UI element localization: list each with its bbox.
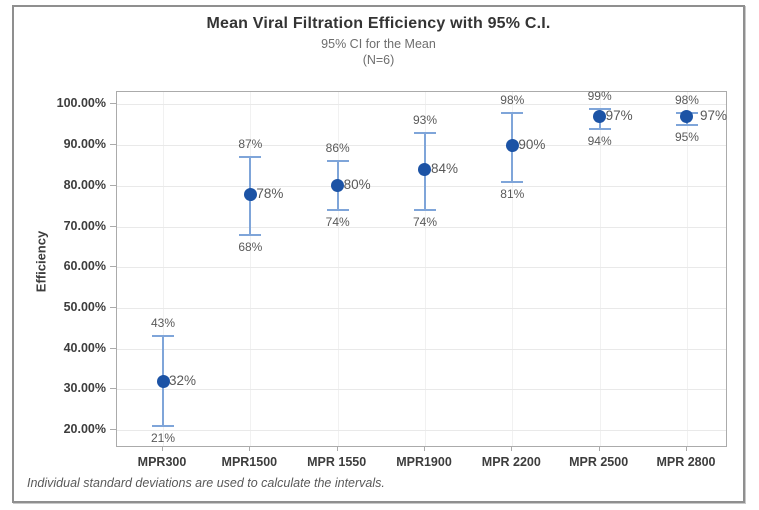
vertical-gridline xyxy=(599,92,601,446)
ci-cap-top xyxy=(326,160,349,163)
ci-low-label: 21% xyxy=(150,430,176,445)
x-tick-mark xyxy=(685,446,687,451)
ci-cap-top xyxy=(501,111,524,114)
horizontal-gridline xyxy=(117,185,726,187)
x-axis-category-label: MPR 1550 xyxy=(307,455,367,469)
y-tick-label: 80.00% xyxy=(63,177,106,192)
x-tick-mark xyxy=(336,446,338,451)
ci-high-label: 93% xyxy=(412,112,437,127)
y-tick-mark xyxy=(110,429,116,430)
ci-cap-bottom xyxy=(501,180,524,183)
mean-value-label: 32% xyxy=(169,372,197,388)
mean-point xyxy=(418,163,432,177)
horizontal-gridline xyxy=(117,348,726,350)
x-tick-mark xyxy=(423,446,425,451)
y-tick-mark xyxy=(110,144,116,146)
ci-cap-bottom xyxy=(152,424,174,427)
horizontal-gridline xyxy=(117,226,726,228)
vertical-gridline xyxy=(512,92,514,446)
chart-title: Mean Viral Filtration Efficiency with 95… xyxy=(206,15,551,32)
ci-high-label: 98% xyxy=(500,92,525,107)
mean-value-label: 97% xyxy=(605,108,633,124)
footnote: Individual standard deviations are used … xyxy=(27,476,385,490)
ci-low-label: 95% xyxy=(674,129,699,144)
ci-cap-bottom xyxy=(413,209,436,212)
y-tick-mark xyxy=(110,388,116,390)
plot-area: 43% 21% 32% 87% 68% 78% 86% 74% 80% 93% 74% 84% 98% 8… xyxy=(116,88,727,447)
mean-value-label: 84% xyxy=(430,161,459,177)
y-tick-label: 30.00% xyxy=(63,381,106,396)
mean-point xyxy=(593,110,607,124)
x-tick-mark xyxy=(162,446,163,451)
ci-cap-top xyxy=(588,107,611,110)
y-tick-label: 20.00% xyxy=(63,422,106,436)
mean-point xyxy=(505,138,519,152)
ci-cap-top xyxy=(152,335,174,338)
horizontal-gridline xyxy=(117,430,726,431)
vertical-gridline xyxy=(250,92,252,446)
y-tick-label: 60.00% xyxy=(63,259,106,274)
x-axis-category-label: MPR1900 xyxy=(396,455,452,469)
y-tick-mark xyxy=(110,184,116,186)
vertical-gridline xyxy=(163,92,164,446)
mean-value-label: 78% xyxy=(256,185,284,201)
y-tick-label: 100.00% xyxy=(56,96,106,111)
mean-point xyxy=(243,187,257,201)
ci-high-label: 86% xyxy=(325,141,350,156)
y-tick-mark xyxy=(110,347,116,349)
y-tick-mark xyxy=(110,306,116,308)
chart-sample-size: (N=6) xyxy=(362,53,395,67)
ci-low-label: 68% xyxy=(238,239,263,254)
x-tick-mark xyxy=(511,446,513,451)
mean-point xyxy=(680,110,694,124)
x-axis-category-label: MPR 2500 xyxy=(569,455,629,469)
y-tick-label: 90.00% xyxy=(63,137,106,152)
mean-point xyxy=(331,179,345,193)
ci-low-label: 74% xyxy=(412,215,437,230)
ci-low-label: 74% xyxy=(325,215,350,230)
y-tick-label: 50.00% xyxy=(63,299,106,314)
vertical-gridline xyxy=(424,92,426,446)
horizontal-gridline xyxy=(117,104,726,106)
x-axis-category-label: MPR1500 xyxy=(221,455,278,469)
horizontal-gridline xyxy=(117,307,726,309)
mean-point xyxy=(156,374,170,388)
x-tick-mark xyxy=(598,446,600,451)
chart-frame: Mean Viral Filtration Efficiency with 95… xyxy=(12,5,745,503)
ci-cap-bottom xyxy=(239,233,262,236)
y-tick-label: 70.00% xyxy=(63,218,106,233)
ci-cap-bottom xyxy=(588,127,611,130)
y-tick-mark xyxy=(110,103,116,105)
mean-value-label: 97% xyxy=(699,108,727,124)
ci-low-label: 94% xyxy=(587,133,612,148)
ci-high-label: 99% xyxy=(587,88,612,103)
x-axis-category-label: MPR300 xyxy=(137,455,187,469)
ci-cap-bottom xyxy=(675,123,698,126)
x-axis-category-label: MPR 2200 xyxy=(481,455,541,469)
ci-high-label: 87% xyxy=(238,137,263,152)
vertical-gridline xyxy=(337,92,339,446)
x-axis-category-label: MPR 2800 xyxy=(656,455,716,469)
ci-cap-top xyxy=(239,156,262,159)
horizontal-gridline xyxy=(117,145,726,147)
ci-high-label: 43% xyxy=(150,316,176,331)
mean-value-label: 90% xyxy=(518,136,546,152)
y-tick-label: 40.00% xyxy=(63,340,106,355)
ci-low-label: 81% xyxy=(500,186,525,201)
ci-high-label: 98% xyxy=(674,92,699,107)
x-tick-mark xyxy=(249,446,251,451)
horizontal-gridline xyxy=(117,389,726,391)
ci-cap-bottom xyxy=(326,209,349,212)
y-tick-mark xyxy=(110,225,116,227)
vertical-gridline xyxy=(686,92,688,446)
mean-value-label: 80% xyxy=(343,177,371,193)
chart-subtitle: 95% CI for the Mean xyxy=(321,37,436,51)
horizontal-gridline xyxy=(117,267,726,269)
ci-cap-top xyxy=(413,131,436,134)
y-tick-mark xyxy=(110,266,116,268)
